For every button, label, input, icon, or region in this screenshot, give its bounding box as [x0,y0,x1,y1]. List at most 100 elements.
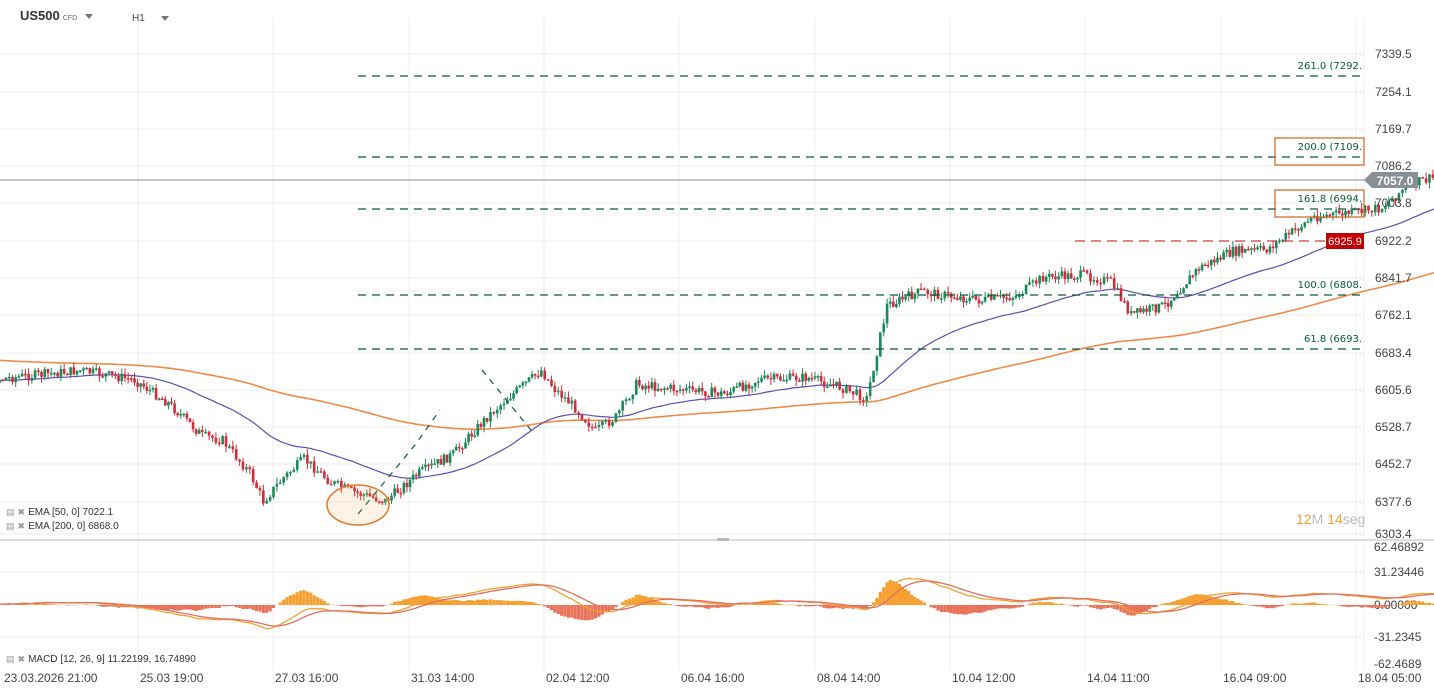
settings-icon[interactable]: ▤ [6,521,15,532]
candle-body [886,304,889,324]
macd-tick-label: -31.2345 [1374,630,1422,644]
timeframe-label: H1 [132,13,145,24]
macd-histogram-bar [489,599,492,605]
candle-body [604,420,607,422]
candle-body [1057,276,1060,279]
candle-body [1241,246,1244,252]
macd-histogram-bar [1237,603,1240,605]
macd-histogram-bar [104,605,107,607]
close-icon[interactable]: ✖ [18,507,26,518]
candle-body [248,467,251,469]
macd-histogram-bar [1076,605,1079,607]
macd-histogram-bar [704,605,707,608]
candle-body [452,450,455,453]
macd-histogram-bar [744,604,747,605]
macd-histogram-bar [1089,605,1092,607]
candle-body [176,413,179,415]
timer-seconds-unit: seg [1343,511,1366,527]
pane-resize-handle[interactable] [717,538,729,541]
close-icon[interactable]: ✖ [18,654,26,665]
macd-histogram-bar [826,605,829,608]
candle-body [895,304,898,307]
macd-histogram-bar [1170,602,1173,605]
candle-body [862,400,865,402]
macd-histogram-bar [289,595,292,605]
candle-body [717,393,720,396]
candle-body [564,397,567,399]
macd-histogram-bar [953,605,956,614]
macd-histogram-bar [527,602,530,605]
candle-body [1421,177,1424,179]
macd-histogram-bar [245,605,248,609]
candle-body [1288,233,1291,235]
candle-body [167,402,170,406]
legend-ema200[interactable]: ▤ ✖ EMA [200, 0] 6868.0 [6,521,119,532]
macd-histogram-bar [898,584,901,605]
macd-histogram-bar [983,605,986,611]
candle-body [430,464,433,466]
macd-histogram-bar [1145,605,1148,611]
timeframe-selector[interactable]: H1 [132,13,169,24]
candle-body [142,383,145,386]
candle-body [179,414,182,416]
candle-body [189,418,192,422]
macd-histogram-bar [1200,594,1203,605]
price-axis[interactable]: 7339.57254.17169.77086.27003.86922.26841… [1374,47,1424,671]
macd-histogram-bar [1035,603,1038,605]
candle-body [574,401,577,413]
candle-body [1367,206,1370,211]
macd-histogram-bar [1380,605,1383,608]
candle-body [1139,308,1142,312]
macd-histogram-bar [1262,605,1265,607]
candle-body [255,482,258,488]
candle-body [798,380,801,382]
candle-body [962,296,965,302]
candle-body [531,374,534,377]
settings-icon[interactable]: ▤ [6,507,15,518]
candle-body [820,376,823,381]
candle-body [647,386,650,389]
macd-histogram-bar [769,603,772,605]
candle-body [735,386,738,388]
candle-body [192,422,195,429]
legend-ema50[interactable]: ▤ ✖ EMA [50, 0] 7022.1 [6,507,113,518]
highlight-ellipse[interactable] [327,485,389,525]
candle-body [1054,277,1057,280]
fib-level-label: 61.8 (6693. [1304,334,1362,345]
candle-body [152,388,155,390]
candle-body [598,425,601,427]
macd-histogram-bar [238,605,241,608]
candle-body [1222,252,1225,259]
macd-histogram-bar [408,598,411,605]
legend-macd[interactable]: ▤ ✖ MACD [12, 26, 9] 11.22199, 16.74890 [6,654,196,665]
close-icon[interactable]: ✖ [18,521,26,532]
candle-body [232,446,235,449]
candle-body [399,493,402,495]
macd-histogram-bar [751,604,754,605]
candle-body [540,370,543,376]
macd-histogram-bar [101,605,104,607]
macd-histogram-bar [587,605,590,620]
candle-body [688,386,691,388]
candle-body [1170,300,1173,306]
settings-icon[interactable]: ▤ [6,654,15,665]
candle-body [242,462,245,470]
candle-body [1179,293,1182,295]
macd-histogram-bar [1008,605,1011,609]
candle-body [920,289,923,291]
candle-body [53,373,56,375]
macd-histogram-bar [316,597,319,605]
macd-histogram-bar [732,605,735,606]
candle-body [641,386,644,390]
price-tick-label: 6303.4 [1375,527,1412,541]
candle-body [679,389,682,391]
macd-histogram-bar [1109,605,1112,608]
candle-body [859,390,862,401]
candle-body [601,421,604,425]
candle-body [808,378,811,381]
candle-body [560,391,563,398]
